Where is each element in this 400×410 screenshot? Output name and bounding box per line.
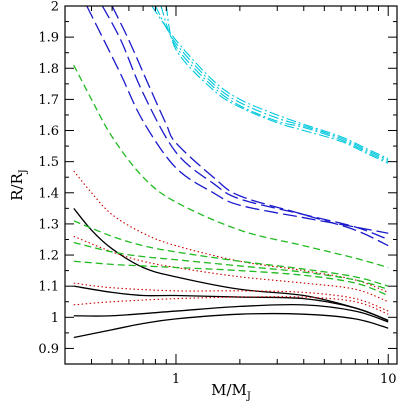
y-axis-label-subscript: J — [18, 169, 29, 174]
series-line-solid-0 — [73, 207, 389, 322]
series-line-longdash-14 — [111, 6, 389, 247]
series-line-solid-1 — [73, 285, 389, 322]
y-tick-label: 1.7 — [38, 93, 59, 108]
y-tick-label: 0.9 — [38, 342, 59, 357]
x-tick-label: 10 — [380, 372, 397, 387]
y-tick-label: 1.5 — [38, 155, 59, 170]
y-tick-label: 1.1 — [38, 280, 59, 295]
series-line-longdash-12 — [86, 6, 389, 234]
series-line-dashdot-17 — [160, 6, 389, 163]
y-tick-label: 1.6 — [38, 124, 59, 139]
y-tick-label: 1.2 — [38, 249, 59, 264]
plot-frame — [64, 5, 398, 365]
series-line-solid-3 — [73, 312, 389, 339]
y-tick-label: 1.9 — [38, 31, 59, 46]
series-line-solid-2 — [73, 303, 389, 323]
series-line-longdash-13 — [101, 6, 389, 241]
series-line-dashed-10 — [73, 241, 389, 290]
series-line-dashdot-18 — [165, 6, 389, 164]
y-tick-label: 1 — [51, 311, 59, 326]
series-line-dotted-7 — [73, 296, 389, 315]
series-line-dashed-9 — [73, 220, 389, 287]
series-line-dotted-5 — [73, 235, 389, 303]
y-tick-label: 1.4 — [38, 186, 59, 201]
series-line-dashdot-15 — [151, 6, 389, 160]
series-line-dotted-4 — [73, 170, 389, 293]
series-line-dashed-8 — [73, 64, 389, 269]
y-tick-label: 1.8 — [38, 62, 59, 77]
series-line-dashdot-16 — [154, 6, 389, 161]
y-tick-label: 1.3 — [38, 217, 59, 232]
tick-layer: 0.9 1 1.1 1.2 1.3 1.4 1.5 1.6 1.7 1.8 1.9 2 1 10 — [38, 0, 397, 387]
y-axis-label: R/RJ — [8, 169, 29, 201]
series-line-dashed-11 — [73, 260, 389, 297]
x-axis-label-subscript: J — [246, 391, 251, 402]
y-tick-label: 2 — [51, 0, 59, 15]
series-layer — [73, 6, 389, 339]
x-tick-label: 1 — [172, 372, 180, 387]
x-axis-label: M/MJ — [211, 381, 251, 402]
